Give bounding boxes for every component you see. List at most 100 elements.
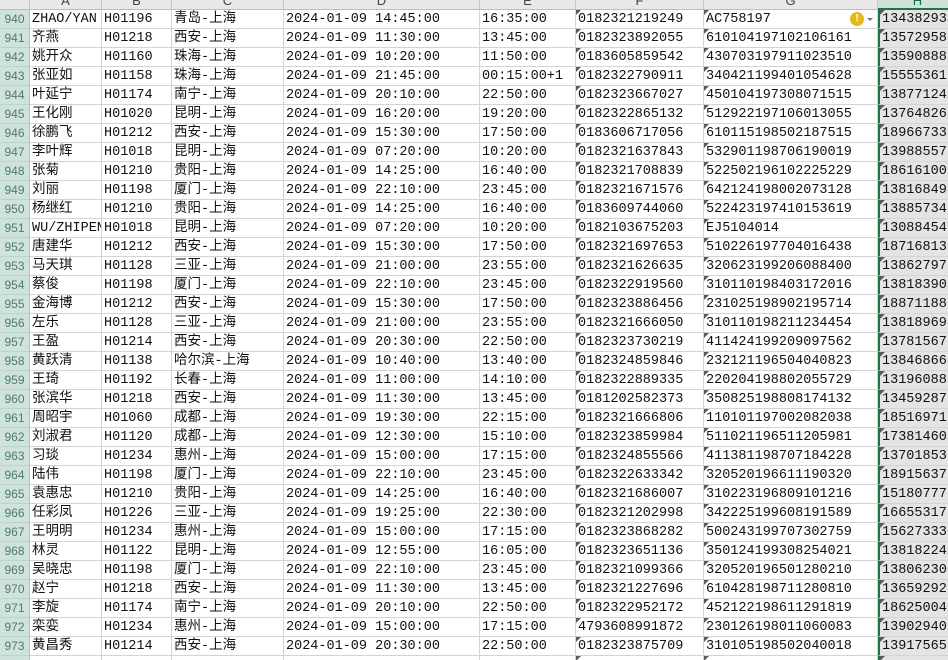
cell-h[interactable]: 18915637	[878, 466, 948, 485]
cell-b[interactable]: H01018	[102, 219, 172, 238]
cell-e[interactable]: 16:40:00	[480, 200, 576, 219]
cell-e[interactable]: 13:45:00	[480, 580, 576, 599]
cell-d[interactable]: 2024-01-09 11:30:00	[284, 29, 480, 48]
cell-e[interactable]: 17:50:00	[480, 295, 576, 314]
row-header[interactable]: 942	[0, 48, 30, 67]
cell-e[interactable]: 10:20:00	[480, 219, 576, 238]
column-header-f[interactable]: F	[576, 0, 704, 10]
row-header[interactable]: 958	[0, 352, 30, 371]
cell-h[interactable]: 13590888	[878, 48, 948, 67]
error-check-icon[interactable]: !	[850, 12, 864, 26]
cell-c[interactable]: 西安-上海	[172, 637, 284, 656]
cell-c[interactable]: 珠海-上海	[172, 67, 284, 86]
cell-f[interactable]: 0182321686007	[576, 485, 704, 504]
cell-h[interactable]: 13764826	[878, 105, 948, 124]
cell-b[interactable]: H01196	[102, 10, 172, 29]
cell-c[interactable]: 厦门-上海	[172, 561, 284, 580]
cell-d[interactable]: 2024-01-09 15:30:00	[284, 124, 480, 143]
cell-f[interactable]: 0182323667027	[576, 86, 704, 105]
cell-b[interactable]: H01214	[102, 637, 172, 656]
cell-a[interactable]: 王盈	[30, 333, 102, 352]
cell-d[interactable]: 2024-01-09 14:25:00	[284, 162, 480, 181]
cell-g[interactable]: 430703197911023510	[704, 48, 878, 67]
cell-b[interactable]: H01018	[102, 143, 172, 162]
cell-b[interactable]: H01174	[102, 86, 172, 105]
cell-f[interactable]: 0182321637843	[576, 143, 704, 162]
cell-c[interactable]: 厦门-上海	[172, 276, 284, 295]
cell-e[interactable]: 15:10:00	[480, 428, 576, 447]
cell-h[interactable]: 13902940	[878, 618, 948, 637]
cell-h[interactable]: 13816849	[878, 181, 948, 200]
cell-h[interactable]: 17381460	[878, 428, 948, 447]
cell-g[interactable]	[704, 656, 878, 660]
cell-e[interactable]: 13:40:00	[480, 352, 576, 371]
cell-a[interactable]: 袁惠忠	[30, 485, 102, 504]
row-header[interactable]	[0, 656, 30, 660]
cell-d[interactable]: 2024-01-09 16:20:00	[284, 105, 480, 124]
cell-g[interactable]: 230126198011060083	[704, 618, 878, 637]
cell-a[interactable]: 赵宁	[30, 580, 102, 599]
cell-g[interactable]: 350124199308254021	[704, 542, 878, 561]
cell-c[interactable]: 贵阳-上海	[172, 200, 284, 219]
cell-d[interactable]: 2024-01-09 14:45:00	[284, 10, 480, 29]
cell-h[interactable]: 15627333	[878, 523, 948, 542]
cell-e[interactable]	[480, 656, 576, 660]
row-header[interactable]: 961	[0, 409, 30, 428]
cell-b[interactable]: H01120	[102, 428, 172, 447]
cell-g[interactable]: 510226197704016438	[704, 238, 878, 257]
cell-b[interactable]: H01122	[102, 542, 172, 561]
cell-f[interactable]: 0182321219249	[576, 10, 704, 29]
cell-c[interactable]: 西安-上海	[172, 238, 284, 257]
cell-e[interactable]: 17:15:00	[480, 618, 576, 637]
row-header[interactable]: 948	[0, 162, 30, 181]
cell-c[interactable]: 西安-上海	[172, 29, 284, 48]
cell-e[interactable]: 00:15:00+1	[480, 67, 576, 86]
cell-b[interactable]: H01212	[102, 295, 172, 314]
cell-c[interactable]: 三亚-上海	[172, 314, 284, 333]
cell-g[interactable]: 350825198808174132	[704, 390, 878, 409]
cell-a[interactable]: 姚开众	[30, 48, 102, 67]
cell-b[interactable]: H01212	[102, 124, 172, 143]
cell-e[interactable]: 22:50:00	[480, 637, 576, 656]
cell-f[interactable]: 0182322952172	[576, 599, 704, 618]
cell-h[interactable]: 18966733	[878, 124, 948, 143]
cell-a[interactable]: 徐鹏飞	[30, 124, 102, 143]
cell-h[interactable]: 13701853	[878, 447, 948, 466]
cell-d[interactable]: 2024-01-09 15:00:00	[284, 618, 480, 637]
cell-f[interactable]: 0182321708839	[576, 162, 704, 181]
cell-h[interactable]: 13862797	[878, 257, 948, 276]
cell-a[interactable]: 王化刚	[30, 105, 102, 124]
cell-h[interactable]: 13572958	[878, 29, 948, 48]
cell-d[interactable]: 2024-01-09 22:10:00	[284, 561, 480, 580]
cell-b[interactable]: H01198	[102, 181, 172, 200]
cell-b[interactable]	[102, 656, 172, 660]
cell-f[interactable]: 0182324859846	[576, 352, 704, 371]
cell-c[interactable]: 三亚-上海	[172, 504, 284, 523]
cell-c[interactable]: 西安-上海	[172, 295, 284, 314]
row-header[interactable]: 946	[0, 124, 30, 143]
cell-c[interactable]: 惠州-上海	[172, 523, 284, 542]
cell-g[interactable]: 532901198706190019	[704, 143, 878, 162]
cell-a[interactable]: 左乐	[30, 314, 102, 333]
cell-b[interactable]: H01020	[102, 105, 172, 124]
cell-a[interactable]: 张滨华	[30, 390, 102, 409]
row-header[interactable]: 970	[0, 580, 30, 599]
cell-h[interactable]: 18516971	[878, 409, 948, 428]
cell-h[interactable]: 13917565	[878, 637, 948, 656]
cell-d[interactable]: 2024-01-09 21:00:00	[284, 314, 480, 333]
cell-c[interactable]: 昆明-上海	[172, 542, 284, 561]
cell-b[interactable]: H01210	[102, 485, 172, 504]
cell-h[interactable]: 15555361	[878, 67, 948, 86]
cell-e[interactable]: 16:40:00	[480, 162, 576, 181]
cell-g[interactable]: 512922197106013055	[704, 105, 878, 124]
row-header[interactable]: 951	[0, 219, 30, 238]
cell-b[interactable]: H01234	[102, 523, 172, 542]
row-header[interactable]: 959	[0, 371, 30, 390]
cell-a[interactable]: 王明明	[30, 523, 102, 542]
cell-b[interactable]: H01192	[102, 371, 172, 390]
cell-e[interactable]: 16:05:00	[480, 542, 576, 561]
cell-g[interactable]: 411381198707184228	[704, 447, 878, 466]
cell-d[interactable]: 2024-01-09 22:10:00	[284, 276, 480, 295]
cell-f[interactable]: 0182321626635	[576, 257, 704, 276]
